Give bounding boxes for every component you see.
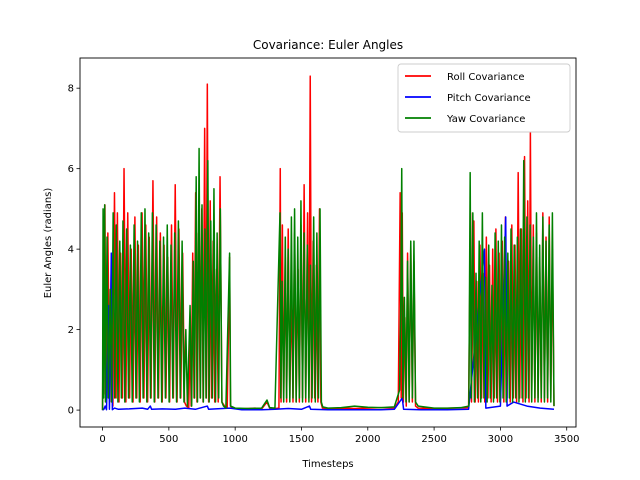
legend-box [397, 63, 571, 133]
x-tick-label: 2500 [421, 434, 446, 445]
legend-label-pitch: Pitch Covariance [447, 93, 531, 104]
y-axis-ticks: 0 2 4 6 8 [68, 84, 80, 417]
x-tick-label: 1000 [222, 434, 247, 445]
y-tick-label: 6 [68, 164, 74, 175]
x-tick-label: 2000 [355, 434, 380, 445]
x-tick-label: 0 [99, 434, 105, 445]
legend: Roll Covariance Pitch Covariance Yaw Cov… [397, 63, 571, 133]
y-tick-label: 4 [68, 245, 74, 256]
legend-label-yaw: Yaw Covariance [446, 114, 525, 125]
x-tick-label: 1500 [289, 434, 314, 445]
x-tick-label: 3500 [554, 434, 579, 445]
x-axis-title: Timesteps [301, 459, 353, 470]
legend-label-roll: Roll Covariance [447, 72, 525, 83]
series-layer [101, 75, 555, 411]
x-tick-label: 3000 [488, 434, 513, 445]
x-tick-label: 500 [159, 434, 178, 445]
y-axis-title: Euler Angles (radians) [43, 188, 54, 299]
y-tick-label: 8 [68, 84, 74, 95]
x-axis-ticks: 0 500 1000 1500 2000 2500 3000 3500 [99, 427, 579, 445]
chart-title: Covariance: Euler Angles [253, 38, 403, 52]
axes-frame [79, 57, 577, 428]
y-tick-label: 0 [68, 406, 74, 417]
y-tick-label: 2 [68, 325, 74, 336]
series-line-yaw [101, 147, 555, 411]
